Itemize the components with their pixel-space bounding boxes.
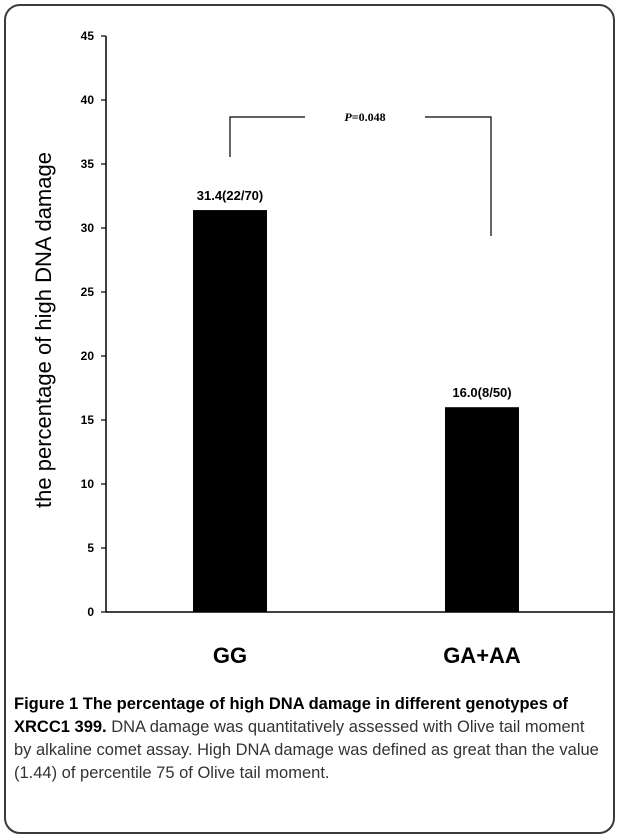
- y-axis-label: the percentage of high DNA damage: [31, 152, 56, 508]
- y-tick-label: 35: [81, 157, 95, 171]
- figure-caption: Figure 1 The percentage of high DNA dama…: [14, 693, 606, 785]
- p-value-label: P=0.048: [344, 110, 385, 124]
- caption-title: Figure 1 The percentage of high DNA dama…: [14, 695, 569, 736]
- y-tick-label: 0: [87, 605, 94, 619]
- data-label: 31.4(22/70): [197, 188, 264, 203]
- category-label: GG: [213, 643, 247, 668]
- bar-chart: the percentage of high DNA damage 0 5 10 15…: [31, 29, 613, 668]
- bar: [445, 407, 519, 612]
- y-tick-label: 45: [81, 29, 95, 43]
- y-tick-label: 40: [81, 93, 95, 107]
- bar: [193, 210, 267, 612]
- bars: 31.4(22/70) GG 16.0(8/50) GA+AA: [193, 188, 521, 668]
- category-label: GA+AA: [443, 643, 521, 668]
- significance-bracket: P=0.048: [229, 110, 492, 236]
- axes: [105, 36, 613, 613]
- data-label: 16.0(8/50): [452, 385, 511, 400]
- y-tick-label: 20: [81, 349, 95, 363]
- caption-text: DNA damage was quantitatively assessed w…: [14, 718, 599, 782]
- y-tick-label: 30: [81, 221, 95, 235]
- y-tick-label: 5: [87, 541, 94, 555]
- y-ticks: 0 5 10 15 20 25 30 35 40 45: [81, 29, 106, 619]
- y-tick-label: 15: [81, 413, 95, 427]
- y-tick-label: 25: [81, 285, 95, 299]
- bracket-line: [229, 116, 492, 236]
- y-tick-label: 10: [81, 477, 95, 491]
